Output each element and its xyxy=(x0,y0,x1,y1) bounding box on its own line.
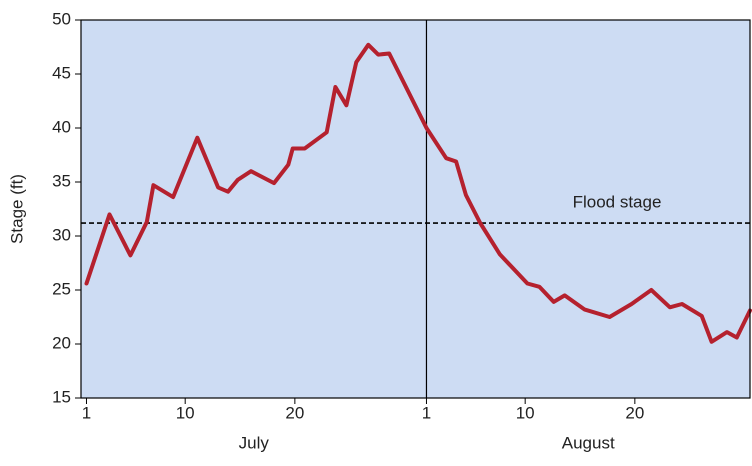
x-tick-label: 1 xyxy=(82,403,91,422)
x-tick-label: 20 xyxy=(285,403,304,422)
x-tick-label: 20 xyxy=(625,403,644,422)
plot-frame xyxy=(80,19,751,399)
plot-area xyxy=(81,20,750,398)
flood-stage-label: Flood stage xyxy=(573,193,662,212)
y-axis-label: Stage (ft) xyxy=(7,174,26,244)
x-tick-label: 10 xyxy=(176,403,195,422)
month-label: August xyxy=(562,433,615,452)
stage-line xyxy=(84,42,752,344)
x-tick-label: 10 xyxy=(516,403,535,422)
month-label: July xyxy=(239,433,270,452)
y-tick-label: 35 xyxy=(52,171,71,190)
y-tick-label: 40 xyxy=(52,117,71,136)
y-tick-label: 15 xyxy=(52,387,71,406)
y-tick-label: 45 xyxy=(52,63,71,82)
y-tick-label: 50 xyxy=(52,9,71,28)
y-tick-label: 25 xyxy=(52,279,71,298)
y-tick-label: 30 xyxy=(52,225,71,244)
x-tick-label: 1 xyxy=(422,403,431,422)
y-tick-label: 20 xyxy=(52,333,71,352)
